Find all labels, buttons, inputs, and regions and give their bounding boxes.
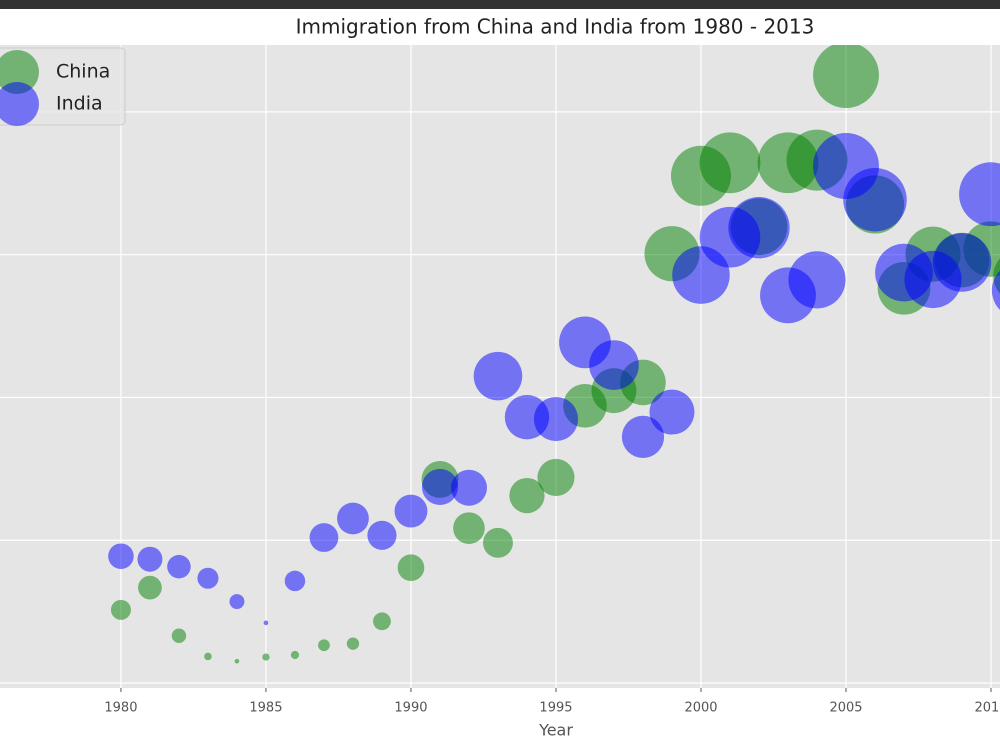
x-tick-label: 2010 [974,701,1000,716]
bubble [932,233,992,292]
bubble [262,653,270,661]
bubble [509,477,545,514]
bubble [533,396,579,442]
bubble [699,132,761,194]
legend-label: India [56,93,103,115]
bubble [108,543,134,569]
bubble [813,45,879,108]
x-tick-label: 1985 [249,701,282,716]
legend-swatch [0,50,39,94]
bubble [290,650,300,660]
bubble [138,575,162,600]
bubble [473,351,523,401]
bubble [649,389,695,435]
bubble [346,637,360,650]
x-tick-label: 1990 [394,701,427,716]
bubbles [108,45,1000,664]
bubble [337,502,369,535]
bubble [788,251,846,309]
top-bar [0,0,1000,9]
bubble [263,620,269,626]
bubble [284,570,306,592]
bubble [450,469,487,506]
x-tick-label: 2000 [684,701,717,716]
bubble [621,415,665,458]
bubble [197,567,219,589]
bubble [397,554,425,582]
bubble [110,599,131,620]
bubble [171,628,187,644]
bubble [843,168,907,232]
bubble [728,197,790,259]
legend-label: China [56,61,110,83]
x-tick-label: 1980 [104,701,137,716]
x-axis-label: Year [538,721,573,740]
x-tick-label: 1995 [539,701,572,716]
bubble [483,527,513,558]
bubble [394,494,428,528]
bubble [373,612,391,631]
legend-swatch [0,82,39,126]
bubble [234,658,240,664]
bubble [318,639,330,652]
bubble [421,468,459,505]
bubble [589,340,639,390]
bubble [991,270,1000,311]
legend: China India [0,47,126,126]
x-tick-label: 2005 [829,701,862,716]
bubble [137,546,163,572]
bubble [204,652,212,661]
bubble [959,162,1000,227]
bubble [367,520,397,550]
bubble [167,554,191,579]
bubble [229,594,245,610]
bubble [453,512,485,544]
chart-title: Immigration from China and India from 19… [296,15,815,39]
bubble [537,458,575,496]
bubble [309,523,339,552]
